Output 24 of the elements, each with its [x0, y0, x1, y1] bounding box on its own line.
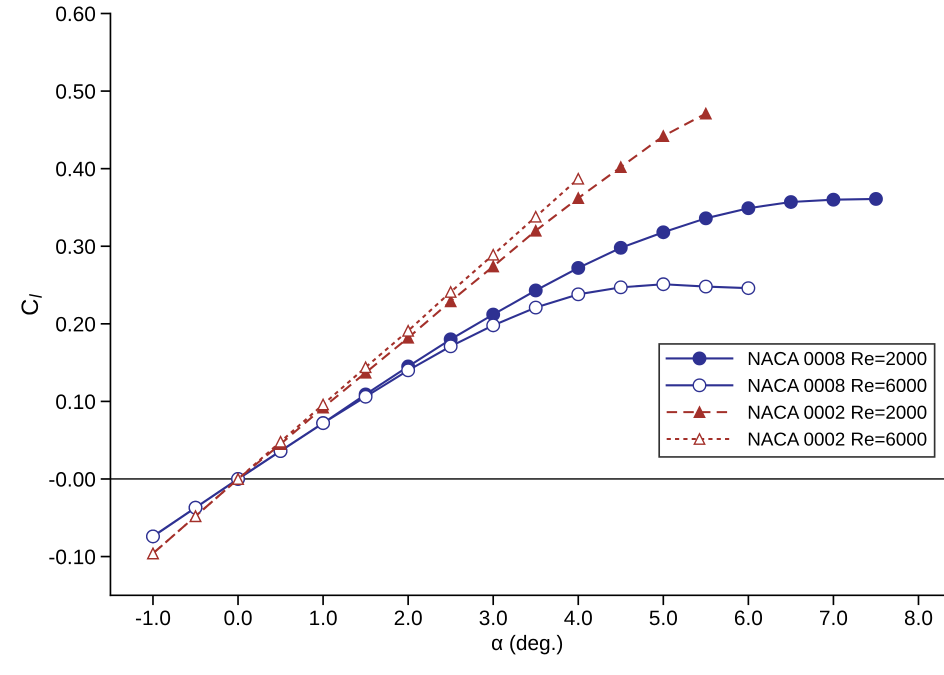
y-tick-label: 0.30 — [56, 239, 96, 254]
x-tick-label: 1.0 — [310, 610, 337, 626]
x-axis-title: α (deg.) — [492, 634, 562, 654]
x-tick-label: 4.0 — [564, 610, 592, 626]
x-tick-label: 7.0 — [820, 610, 848, 626]
y-tick-label: 0.60 — [56, 6, 96, 22]
x-tick-label: 3.0 — [480, 610, 507, 626]
y-tick-label: -0.10 — [49, 550, 96, 564]
y-tick-label: -0.00 — [49, 472, 96, 487]
y-axis-title: C$_{l}$ — [21, 294, 42, 315]
legend-label: NACA 0008 Re=2000 — [748, 352, 926, 366]
legend-label: NACA 0002 Re=2000 — [748, 406, 926, 419]
y-tick-label: 0.40 — [56, 162, 96, 176]
x-tick-label: 2.0 — [394, 610, 422, 626]
x-tick-label: 6.0 — [734, 610, 762, 626]
x-tick-label: -1.0 — [136, 610, 170, 626]
x-tick-label: 5.0 — [650, 610, 677, 626]
x-tick-label: 8.0 — [904, 610, 932, 626]
legend-label: NACA 0008 Re=6000 — [748, 378, 926, 392]
legend-label: NACA 0002 Re=6000 — [748, 432, 926, 446]
y-tick-label: 0.20 — [56, 316, 96, 332]
x-tick-label: 0.0 — [224, 610, 252, 626]
y-tick-label: 0.10 — [56, 394, 96, 410]
y-tick-label: 0.50 — [56, 84, 96, 99]
